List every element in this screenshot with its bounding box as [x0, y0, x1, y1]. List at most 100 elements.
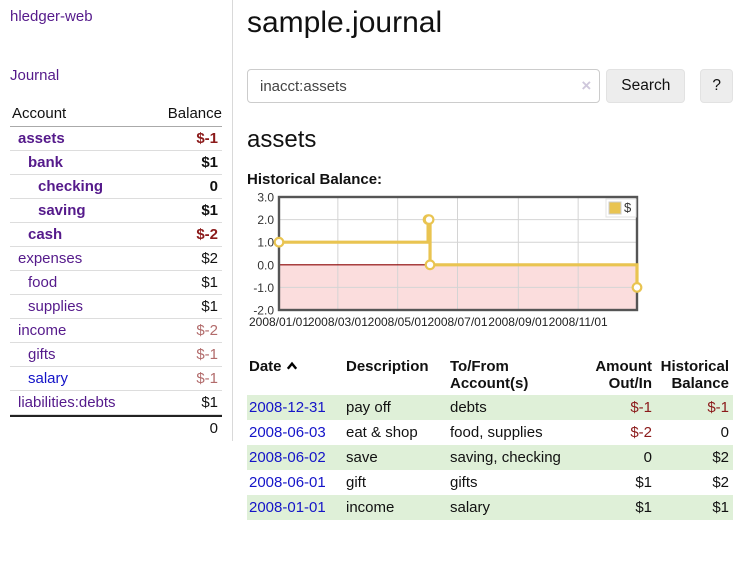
transaction-row[interactable]: 2008-01-01 income salary $1 $1 [247, 495, 733, 520]
account-link[interactable]: salary [28, 370, 69, 387]
account-link[interactable]: liabilities:debts [18, 394, 116, 411]
account-link[interactable]: income [18, 322, 67, 339]
transaction-row[interactable]: 2008-06-03 eat & shop food, supplies $-2… [247, 420, 733, 445]
transaction-accounts: debts [450, 399, 487, 416]
column-amount[interactable]: Amount Out/In [595, 358, 652, 392]
account-balance: $1 [201, 154, 218, 171]
account-row: saving $1 [10, 199, 222, 223]
account-row: supplies $1 [10, 295, 222, 319]
svg-text:0.0: 0.0 [257, 258, 274, 272]
account-balance: $-1 [196, 346, 218, 363]
account-row: liabilities:debts $1 [10, 391, 222, 415]
transaction-balance: $-1 [707, 399, 729, 416]
transaction-row[interactable]: 2008-06-02 save saving, checking 0 $2 [247, 445, 733, 470]
svg-text:2008/11/01: 2008/11/01 [549, 315, 608, 329]
sidebar: hledger-web Journal Account Balance asse… [0, 0, 233, 441]
account-balance: $1 [201, 298, 218, 315]
accounts-total-value: 0 [209, 420, 218, 437]
accounts-column-account: Account [12, 105, 67, 122]
account-balance: $1 [201, 202, 218, 219]
account-balance: $1 [201, 274, 218, 291]
svg-text:2008/05/01: 2008/05/01 [368, 315, 428, 329]
transaction-description: eat & shop [346, 424, 418, 441]
account-link[interactable]: saving [38, 202, 86, 219]
transaction-date-link[interactable]: 2008-06-03 [249, 424, 326, 441]
accounts-table: Account Balance assets $-1 bank $1 check… [10, 103, 222, 440]
account-link[interactable]: supplies [28, 298, 84, 315]
account-balance: $-1 [196, 370, 218, 387]
account-link[interactable]: food [28, 274, 58, 291]
main-content: sample.journal × Search ? assets Histori… [247, 0, 733, 520]
transaction-row[interactable]: 2008-12-31 pay off debts $-1 $-1 [247, 395, 733, 420]
svg-text:2008/03/01: 2008/03/01 [308, 315, 368, 329]
account-row: cash $-2 [10, 223, 222, 247]
account-link[interactable]: gifts [28, 346, 56, 363]
svg-text:1.0: 1.0 [257, 236, 274, 250]
transaction-date-link[interactable]: 2008-06-01 [249, 474, 326, 491]
transaction-amount: $-1 [630, 399, 652, 416]
account-link[interactable]: cash [28, 226, 63, 243]
account-row: salary $-1 [10, 367, 222, 391]
accounts-table-header: Account Balance [10, 103, 222, 127]
transaction-accounts: food, supplies [450, 424, 543, 441]
search-input-wrap: × [247, 69, 601, 103]
transaction-row[interactable]: 2008-06-01 gift gifts $1 $2 [247, 470, 733, 495]
transaction-date-link[interactable]: 2008-06-02 [249, 449, 326, 466]
transaction-description: income [346, 499, 395, 516]
svg-text:2008/09/01: 2008/09/01 [488, 315, 548, 329]
account-link[interactable]: checking [38, 178, 104, 195]
column-accounts[interactable]: To/From Account(s) [450, 358, 529, 392]
transaction-accounts: salary [450, 499, 491, 516]
search-button[interactable]: Search [606, 69, 686, 103]
search-input[interactable] [247, 69, 601, 103]
account-row: expenses $2 [10, 247, 222, 271]
account-row: assets $-1 [10, 127, 222, 151]
column-description[interactable]: Description [346, 358, 429, 375]
svg-text:2008/01/01: 2008/01/01 [249, 315, 309, 329]
account-balance: $-2 [196, 322, 218, 339]
chart-title: Historical Balance: [247, 171, 383, 188]
transaction-balance: 0 [720, 424, 729, 441]
page-title: sample.journal [247, 6, 443, 39]
transaction-balance: $2 [712, 474, 729, 491]
transaction-amount: $1 [635, 499, 652, 516]
svg-text:-2.0: -2.0 [253, 304, 274, 318]
transaction-balance: $1 [712, 499, 729, 516]
register-body: 2008-12-31 pay off debts $-1 $-1 2008-06… [247, 395, 733, 520]
account-row: bank $1 [10, 151, 222, 175]
help-button[interactable]: ? [700, 69, 733, 103]
svg-text:-1.0: -1.0 [253, 281, 274, 295]
account-balance: $2 [201, 250, 218, 267]
sidebar-item-journal[interactable]: Journal [10, 67, 60, 84]
accounts-total-row: 0 [10, 415, 222, 440]
account-balance: 0 [209, 178, 218, 195]
search-form: × Search ? [247, 69, 733, 103]
svg-text:2.0: 2.0 [257, 213, 274, 227]
account-heading: assets [247, 126, 317, 153]
account-row: food $1 [10, 271, 222, 295]
svg-text:2008/07/01: 2008/07/01 [427, 315, 487, 329]
clear-search-icon[interactable]: × [581, 76, 592, 96]
register-table: Date Description To/From Account(s) Amou… [247, 357, 733, 520]
account-row: income $-2 [10, 319, 222, 343]
account-link[interactable]: assets [18, 130, 65, 147]
transaction-amount: $-2 [630, 424, 652, 441]
transaction-date-link[interactable]: 2008-01-01 [249, 499, 326, 516]
svg-text:3.0: 3.0 [257, 191, 274, 205]
chart-svg: $3.0 2.0 1.0 0.0 -1.0 -2.02008/01/012008/03/0… [249, 191, 643, 329]
accounts-column-balance: Balance [167, 105, 222, 122]
column-balance[interactable]: Historical Balance [660, 358, 729, 392]
account-link[interactable]: bank [28, 154, 64, 171]
historical-balance-chart: $3.0 2.0 1.0 0.0 -1.0 -2.0 2008/01/01 2008/03/0… [247, 191, 733, 340]
transaction-date-link[interactable]: 2008-12-31 [249, 399, 326, 416]
app-title-link[interactable]: hledger-web [10, 8, 93, 25]
transaction-description: pay off [346, 399, 391, 416]
column-date[interactable]: Date [247, 357, 344, 395]
account-balance: $-1 [196, 130, 218, 147]
transaction-amount: $1 [635, 474, 652, 491]
accounts-table-body: assets $-1 bank $1 checking 0 saving $1 … [10, 127, 222, 415]
account-link[interactable]: expenses [18, 250, 83, 267]
account-balance: $-2 [196, 226, 218, 243]
transaction-accounts: gifts [450, 474, 478, 491]
transaction-description: save [346, 449, 378, 466]
